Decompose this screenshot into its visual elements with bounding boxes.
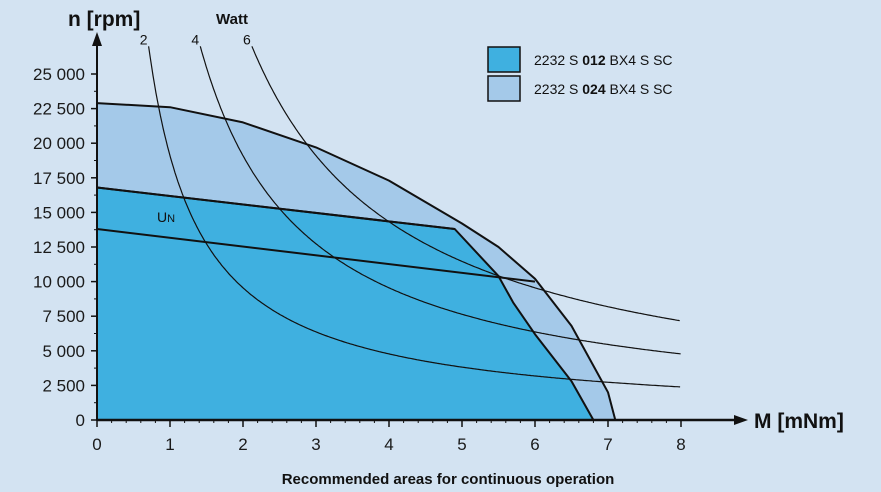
chart-caption: Recommended areas for continuous operati… [282,471,615,488]
labels: 2 4 6 Watt UN n [rpm] M [mNm] Recommended areas… [68,8,844,488]
x-tick-label-6: 6 [530,435,539,454]
power-curve-6w [251,46,680,322]
y-tick-label-0: 0 [76,411,85,430]
y-tick-label-2: 5 000 [42,342,85,361]
power-curve-label-4w: 4 [191,31,199,47]
y-tick-label-8: 20 000 [33,134,85,153]
power-curve-label-2w: 2 [140,31,148,47]
legend-label-0: 2232 S 012 BX4 S SC [534,52,673,68]
y-tick-label-10: 25 000 [33,65,85,84]
x-tick-label-0: 0 [92,435,101,454]
x-axis-arrow [734,415,748,425]
x-tick-label-2: 2 [238,435,247,454]
x-tick-label-5: 5 [457,435,466,454]
y-tick-label-3: 7 500 [42,307,85,326]
chart-areas [96,102,617,421]
y-axis-title: n [rpm] [68,8,140,31]
y-axis-arrow [92,32,102,46]
x-tick-label-7: 7 [603,435,612,454]
power-curve-2w [148,46,681,388]
rated-voltage-label: UN [157,209,175,225]
x-tick-label-4: 4 [384,435,393,454]
y-tick-label-7: 17 500 [33,169,85,188]
y-tick-label-9: 22 500 [33,100,85,119]
axes: 0 2 500 5 000 7 500 10 000 12 500 15 000 17 500… [33,32,748,454]
y-tick-label-1: 2 500 [42,376,85,395]
y-tick-label-5: 12 500 [33,238,85,257]
x-tick-label-1: 1 [165,435,174,454]
x-tick-label-3: 3 [311,435,320,454]
x-axis-title: M [mNm] [754,410,844,433]
watt-title: Watt [216,11,248,28]
rated-voltage-line-1 [96,186,455,230]
legend-swatch-0 [487,46,521,73]
legend: 2232 S 012 BX4 S SC 2232 S 024 BX4 S SC [487,46,673,102]
y-tick-label-4: 10 000 [33,273,85,292]
legend-label-1: 2232 S 024 BX4 S SC [534,81,673,97]
y-tick-label-6: 15 000 [33,203,85,222]
voltage-lines [96,186,536,283]
x-tick-label-8: 8 [676,435,685,454]
power-curve-label-6w: 6 [243,31,251,47]
rated-voltage-line-0 [96,228,536,283]
legend-swatch-1 [487,75,521,102]
